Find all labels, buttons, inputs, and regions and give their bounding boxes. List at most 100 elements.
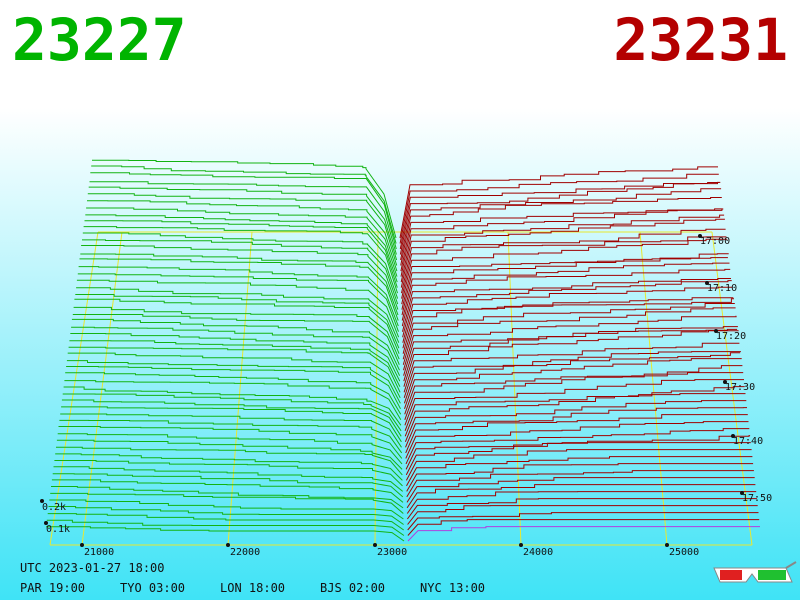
bid-depth-line [56,446,403,476]
price-grid-line [507,231,522,546]
ask-depth-line [404,372,744,420]
floor-edge [49,231,99,546]
floor-edge [711,231,753,546]
clock: LON 18:00 [220,581,285,595]
ask-depth-line [399,181,721,255]
ask-depth-line [400,197,722,266]
ask-depth-line [406,470,754,498]
ask-depth-line [399,166,718,239]
bid-depth-line [50,492,404,514]
ask-depth-line [400,214,725,283]
price-tick-label: 24000 [523,547,553,558]
ask-depth-line [402,297,734,349]
price-tick-label: 25000 [669,547,699,558]
bid-depth-line [66,366,401,410]
price-tick [226,543,230,547]
ask-depth-line [402,303,735,360]
clock: TYO 03:00 [120,581,185,595]
ask-depth-line [403,326,738,382]
time-tick-label: 17:50 [742,493,772,504]
volume-tick-label: 0.1k [46,524,70,535]
ask-depth-line [401,253,729,316]
time-tick [740,491,744,495]
volume-tick [40,499,44,503]
ask-depth-line [405,407,747,448]
ask-depth-line [400,188,722,261]
time-tick [705,281,709,285]
floor [49,231,753,546]
ask-depth-line [403,328,738,376]
ask-depth-line [406,484,756,509]
bid-depth-line [79,258,399,321]
price-tick [665,543,669,547]
bid-depth-line [91,165,397,244]
price-tick [519,543,523,547]
bid-depth-line [61,406,402,443]
ask-depth-line [401,257,728,310]
glasses-icon [713,561,797,583]
bid-depth-line [88,186,398,261]
ask-depth-line [407,505,758,525]
ask-depth-line [406,463,754,492]
bid-depth-line [49,499,404,520]
ask-depth-line [401,262,730,321]
ask-depth-line [399,173,719,244]
ask-depth-line [404,365,743,415]
ask-depth-line [401,236,727,299]
price-grid-line [81,231,123,546]
ask-depth-line [403,352,741,398]
price-tick-label: 22000 [230,547,260,558]
bid-depth-line [56,439,403,470]
ask-depth-line [401,238,728,305]
bid-depth-line [46,526,405,542]
ask-depth-line [405,442,751,476]
ask-depth-line [404,400,747,442]
bid-depth-line [76,287,400,343]
bid-depth-line [77,273,399,332]
ask-depth-line [404,379,744,426]
bid-depth-line [48,506,404,525]
ask-depth-line [407,519,760,536]
bid-depth-line [87,200,398,272]
bid-depth-line [83,226,398,294]
bid-depth-line [62,393,402,432]
bid-depth-line [82,232,399,299]
ask-depth-line [403,330,739,387]
ask-depth-line [404,386,745,431]
price-tick-label: 23000 [377,547,407,558]
bid-depth-line [51,479,404,503]
bid-depth-line [60,413,402,448]
clock: PAR 19:00 [20,581,85,595]
depth-lines [46,159,760,542]
bid-depth-line [46,519,405,536]
bid-depth-line [53,466,404,492]
time-tick-label: 17:30 [725,382,755,393]
ask-depth-line [403,315,737,371]
ask-depth-line [403,351,741,404]
ask-depth-line [402,307,736,365]
price-tick [373,543,377,547]
bid-depth-line [75,294,400,349]
bid-depth-line [57,433,403,465]
bid-depth-line [71,318,400,371]
bid-depth-line [73,306,400,360]
bid-depth-line [59,419,403,454]
bid-depth-line [87,193,398,266]
ask-depth-line [400,218,725,288]
bid-depth-line [58,426,403,459]
bid-depth-line [66,360,401,404]
bid-depth-line [64,380,402,421]
ask-depth-line [404,358,742,409]
bid-depth-line [82,239,399,305]
bid-depth-line [84,220,398,288]
time-tick [723,380,727,384]
bid-depth-line [85,214,398,283]
bid-depth-line [70,333,401,382]
bid-depth-line [90,172,397,250]
time-tick-label: 17:00 [700,236,730,247]
ask-depth-line [401,268,731,327]
bid-depth-line [80,253,399,316]
bid-depth-line [47,513,404,531]
bid-depth-line [68,346,401,393]
